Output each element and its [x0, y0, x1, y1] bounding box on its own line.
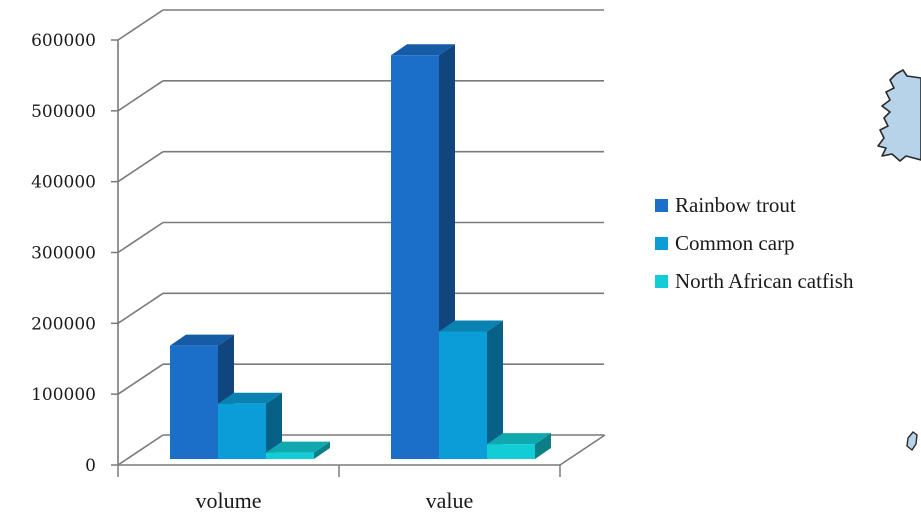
bar-top-rainbow-trout-volume: [170, 334, 234, 346]
legend-label-north-african-catfish: North African catfish: [675, 269, 854, 293]
bar-side-common-carp-value: [487, 320, 503, 459]
legend-label-common-carp: Common carp: [675, 231, 795, 255]
gridline-diagonal: [117, 9, 164, 41]
bar-side-north-african-catfish-value: [535, 433, 551, 459]
map-icon: [877, 69, 921, 162]
bar-top-north-african-catfish-volume: [266, 441, 330, 453]
gridline-diagonal: [117, 363, 164, 395]
gridline-diagonal: [117, 80, 164, 112]
gridline-diagonal: [117, 292, 164, 324]
y-tick-label: 600000: [31, 31, 96, 51]
bar-top-north-african-catfish-value: [487, 433, 551, 445]
bar-side-common-carp-volume: [266, 392, 282, 459]
y-tick-label: 200000: [31, 314, 96, 334]
legend-swatch-common-carp: [655, 237, 668, 250]
y-tick-label: 300000: [31, 244, 96, 264]
legend-item-north-african-catfish: North African catfish: [655, 269, 854, 293]
y-tick-label: 100000: [31, 385, 96, 405]
legend-swatch-north-african-catfish: [655, 275, 668, 288]
bar-rainbow-trout-value: [391, 55, 439, 459]
bar-top-rainbow-trout-value: [391, 44, 455, 56]
bar-top-common-carp-volume: [218, 392, 282, 404]
legend-item-rainbow-trout: Rainbow trout: [655, 193, 853, 217]
bar-common-carp-value: [439, 331, 487, 459]
bar-north-african-catfish-volume: [266, 452, 314, 459]
bar-side-north-african-catfish-volume: [314, 441, 330, 459]
floor-edge: [559, 434, 606, 466]
legend-label-rainbow-trout: Rainbow trout: [675, 193, 796, 217]
y-tick-label: 0: [85, 456, 96, 476]
island-fragment-icon: [906, 431, 918, 452]
bar-common-carp-volume: [218, 403, 266, 459]
gridline-diagonal: [117, 221, 164, 254]
gridline-diagonal: [117, 434, 164, 466]
bar-rainbow-trout-volume: [170, 345, 218, 459]
legend: Rainbow trout Common carp North African …: [655, 193, 854, 308]
x-category-label: value: [426, 488, 474, 513]
y-tick-label: 400000: [31, 173, 96, 193]
gridline-diagonal: [117, 151, 164, 183]
bar-top-common-carp-value: [439, 320, 503, 332]
bar-north-african-catfish-value: [487, 444, 535, 459]
legend-swatch-rainbow-trout: [655, 199, 668, 212]
legend-item-common-carp: Common carp: [655, 231, 853, 255]
x-category-label: volume: [196, 488, 262, 513]
y-tick-label: 500000: [31, 102, 96, 122]
